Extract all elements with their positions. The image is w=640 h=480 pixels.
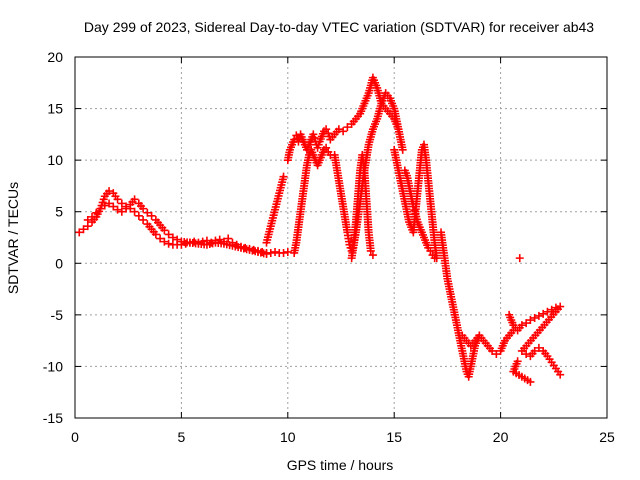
data-point: [168, 233, 177, 242]
data-point: [366, 246, 375, 255]
data-point: [160, 237, 169, 246]
data-point: [530, 313, 539, 322]
data-point: [343, 123, 352, 132]
data-point: [492, 350, 501, 359]
data-point: [147, 211, 156, 220]
data-point: [88, 212, 97, 221]
data-point: [164, 230, 173, 239]
data-point: [130, 207, 139, 216]
data-point: [130, 195, 139, 204]
plot-frame: [74, 56, 608, 419]
data-point: [173, 235, 182, 244]
data-point: [79, 225, 88, 234]
data-point: [409, 202, 418, 211]
data-point: [398, 145, 407, 154]
data-point: [164, 239, 173, 248]
data-point: [139, 204, 148, 213]
data-point: [190, 237, 199, 246]
y-tick-label: -15: [43, 410, 63, 426]
data-point: [517, 321, 526, 330]
y-tick-label: 15: [47, 101, 63, 117]
x-axis-label: GPS time / hours: [287, 457, 394, 473]
data-point: [322, 125, 331, 134]
data-point: [322, 143, 331, 152]
x-tick-label: 15: [386, 429, 402, 445]
x-tick-label: 0: [71, 429, 79, 445]
data-point: [530, 346, 539, 355]
data-point: [310, 133, 319, 142]
data-point: [109, 202, 118, 211]
data-point: [75, 228, 84, 237]
data-points: [75, 73, 565, 386]
data-point: [522, 319, 531, 328]
data-point: [105, 199, 114, 208]
data-point: [100, 201, 109, 210]
data-point: [134, 211, 143, 220]
data-point: [430, 254, 439, 263]
y-tick-label: 5: [55, 204, 63, 220]
data-point: [117, 199, 126, 208]
data-point: [309, 130, 318, 139]
data-point: [334, 125, 343, 134]
data-point: [266, 248, 275, 257]
data-point: [426, 246, 435, 255]
y-tick-label: 20: [47, 49, 63, 65]
data-point: [96, 204, 105, 213]
data-point: [488, 346, 497, 355]
data-point: [283, 247, 292, 256]
data-point: [517, 346, 526, 355]
y-axis-label: SDTVAR / TECUs: [5, 182, 21, 294]
data-point: [410, 206, 419, 215]
data-point: [513, 357, 522, 366]
axis-ticks: 0 5 10 15 20 25 -15 -10 -5 0 5 10 15 20: [43, 49, 615, 445]
y-tick-label: -10: [43, 358, 63, 374]
y-tick-label: 0: [55, 255, 63, 271]
data-point: [83, 215, 92, 224]
data-point: [534, 343, 543, 352]
data-point: [122, 204, 131, 213]
data-point: [113, 195, 122, 204]
x-tick-label: 20: [493, 429, 509, 445]
data-point: [151, 230, 160, 239]
y-tick-label: -5: [51, 307, 64, 323]
data-point: [156, 234, 165, 243]
data-point: [113, 205, 122, 214]
x-tick-label: 10: [280, 429, 296, 445]
x-tick-label: 25: [599, 429, 615, 445]
data-point: [339, 127, 348, 136]
data-point: [224, 234, 233, 243]
x-tick-label: 5: [178, 429, 186, 445]
data-point: [139, 215, 148, 224]
data-point: [117, 207, 126, 216]
data-point: [279, 248, 288, 257]
data-point: [534, 311, 543, 320]
data-point: [105, 187, 114, 196]
data-point: [271, 247, 280, 256]
data-point: [539, 309, 548, 318]
data-point: [181, 239, 190, 248]
chart-title: Day 299 of 2023, Sidereal Day-to-day VTE…: [84, 19, 594, 35]
data-point: [143, 208, 152, 217]
data-point: [515, 254, 524, 263]
data-point: [160, 226, 169, 235]
data-point: [368, 251, 377, 260]
data-point: [92, 208, 101, 217]
data-point: [543, 307, 552, 316]
data-point: [556, 370, 565, 379]
data-point: [262, 250, 271, 259]
y-tick-label: 10: [47, 152, 63, 168]
data-point: [526, 316, 535, 325]
data-point: [279, 172, 288, 181]
